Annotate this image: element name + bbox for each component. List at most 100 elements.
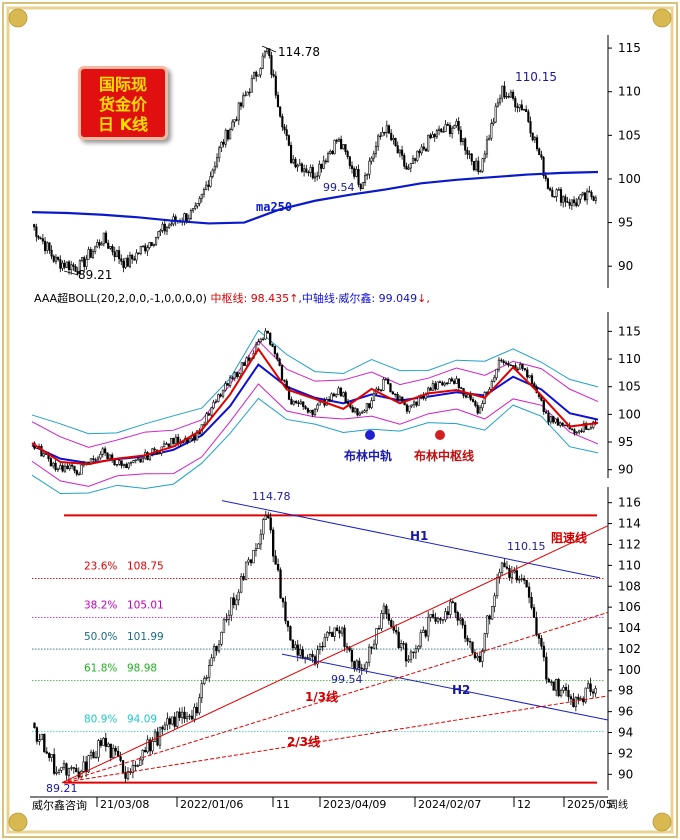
- p1-candle: [492, 121, 495, 124]
- p1-candle: [540, 154, 543, 158]
- p1-candle: [553, 196, 556, 198]
- p3-x-tick-label: 2025/05: [567, 798, 613, 811]
- p1-candle: [318, 163, 321, 177]
- p2-candle: [478, 407, 482, 414]
- p3-candle: [173, 716, 176, 727]
- p1-candle: [124, 257, 127, 268]
- p1-candle: [588, 190, 591, 193]
- p2-candle: [372, 393, 376, 401]
- p1-candle: [279, 106, 282, 117]
- p1-candle: [213, 165, 216, 171]
- p2-candle: [141, 457, 144, 463]
- p2-y-tick-label: 115: [618, 324, 641, 338]
- p1-candle: [139, 246, 142, 254]
- p1-candle: [165, 227, 169, 232]
- h2-line: [281, 653, 609, 721]
- p3-candle: [493, 595, 496, 607]
- p1-candle: [89, 249, 92, 258]
- p2-candle: [460, 387, 463, 389]
- p2-candle: [148, 453, 152, 460]
- p3-candle: [577, 696, 580, 700]
- p2-candle: [507, 363, 510, 366]
- p1-candle: [522, 109, 526, 111]
- p3-y-tick-label: 100: [618, 663, 641, 677]
- p1-candle: [361, 182, 364, 189]
- p3-candle: [148, 739, 152, 752]
- p2-candle: [162, 443, 166, 448]
- p2-candle: [363, 410, 366, 413]
- p3-y-tick-label: 112: [618, 537, 641, 551]
- p1-candle: [427, 134, 430, 152]
- p1-candle: [381, 131, 384, 137]
- p3-candle: [134, 764, 137, 767]
- p3-candle: [478, 655, 482, 662]
- p3-candle: [92, 751, 95, 759]
- p2-candle: [153, 448, 156, 451]
- p3-candle: [471, 641, 474, 653]
- p1-candle: [507, 96, 510, 98]
- p2-candle: [398, 396, 402, 400]
- p1-candle: [289, 145, 293, 163]
- p2-candle: [226, 383, 229, 386]
- p1-candle: [111, 246, 114, 253]
- p1-candle: [41, 238, 44, 242]
- p1-candle: [420, 146, 423, 154]
- p3-candle: [468, 641, 472, 643]
- p1-candle: [475, 160, 478, 171]
- p2-candle: [170, 438, 173, 447]
- p2-candle: [210, 407, 213, 416]
- p1-candle: [337, 138, 341, 142]
- p3-candle: [203, 678, 206, 684]
- p1-candle: [311, 167, 314, 179]
- p2-candle: [285, 380, 288, 389]
- p2-candle: [580, 430, 583, 432]
- p1-y-tick-label: 90: [618, 259, 633, 273]
- p3-candle: [281, 597, 285, 603]
- axis-value: 99.049: [378, 292, 418, 305]
- p2-candle: [438, 381, 442, 383]
- p1-candle: [54, 256, 58, 262]
- p2-candle: [264, 330, 267, 340]
- p2-candle: [431, 383, 435, 391]
- p1-candle: [259, 68, 262, 76]
- p2-candle: [276, 353, 279, 360]
- p3-candle: [515, 570, 518, 581]
- p3-candle: [144, 749, 147, 753]
- p2-candle: [342, 392, 345, 397]
- p3-candle: [481, 650, 484, 662]
- p3-candle: [195, 706, 199, 714]
- p3-candle: [131, 764, 135, 773]
- p3-y-tick-label: 98: [618, 684, 633, 698]
- p2-candle: [547, 412, 550, 423]
- p1-candle: [490, 123, 493, 139]
- p1-candle: [81, 257, 84, 261]
- p3-candle: [567, 689, 570, 698]
- ma250-label: ma250: [256, 200, 292, 214]
- p3-candle: [404, 643, 408, 662]
- p3-candle: [40, 733, 44, 741]
- p2-candle: [290, 399, 293, 405]
- p1-candle: [355, 168, 358, 177]
- p3-candle: [395, 630, 398, 633]
- p3-candle: [183, 711, 186, 720]
- p3-candle: [244, 561, 248, 580]
- p1-candle: [307, 171, 310, 174]
- p1-high-label: 114.78: [278, 45, 320, 59]
- boll-band-line: [31, 383, 599, 487]
- p2-candle: [495, 368, 498, 379]
- p1-candle: [549, 188, 552, 191]
- p2-candle: [552, 416, 555, 423]
- p2-candle: [174, 436, 177, 444]
- p1-candle: [198, 198, 201, 204]
- p3-candle: [579, 698, 582, 700]
- p1-candle: [78, 260, 81, 275]
- p1-candle: [263, 51, 266, 57]
- p2-candle: [556, 418, 560, 426]
- p2-candle: [441, 382, 444, 386]
- boll-band-line: [31, 397, 599, 494]
- p3-candle: [217, 643, 221, 652]
- p3-high-label: 114.78: [252, 490, 291, 503]
- p2-candle: [382, 379, 385, 391]
- p1-candle: [161, 223, 164, 231]
- p1-candle: [572, 199, 576, 204]
